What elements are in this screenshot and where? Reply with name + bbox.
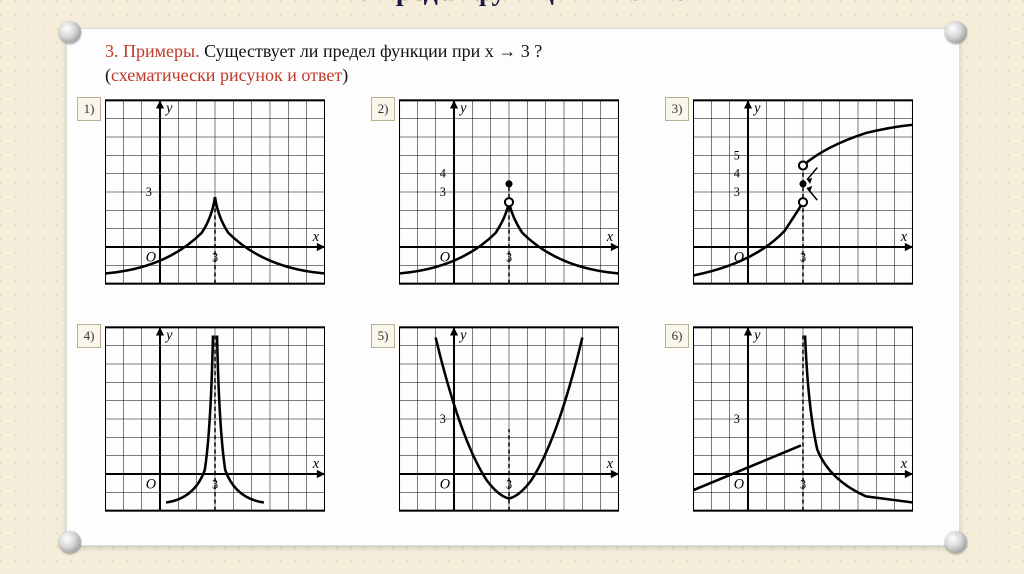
svg-text:x: x [312, 229, 320, 245]
chart-panel-4: 4) y x O 3 [105, 324, 343, 525]
svg-text:3: 3 [212, 250, 218, 264]
svg-text:3: 3 [506, 250, 512, 264]
chart-panel-5: 5) y x O 33 [399, 324, 637, 525]
panel-label: 2) [371, 97, 395, 121]
svg-text:y: y [458, 328, 467, 344]
svg-text:4: 4 [734, 167, 740, 181]
svg-text:3: 3 [800, 477, 806, 491]
svg-text:3: 3 [212, 477, 218, 491]
rivet-icon [59, 531, 81, 553]
svg-text:O: O [734, 249, 744, 265]
svg-text:3: 3 [440, 185, 446, 199]
panel-label: 5) [371, 324, 395, 348]
svg-text:O: O [440, 476, 450, 492]
panel-label: 3) [665, 97, 689, 121]
rivet-icon [945, 531, 967, 553]
svg-text:3: 3 [146, 185, 152, 199]
svg-text:O: O [146, 476, 156, 492]
svg-text:5: 5 [734, 148, 740, 162]
svg-text:O: O [146, 249, 156, 265]
svg-text:x: x [606, 229, 614, 245]
svg-text:3: 3 [734, 185, 740, 199]
subtitle-red2: схематически рисунок и ответ [111, 65, 342, 85]
svg-text:3: 3 [800, 250, 806, 264]
chart-panel-6: 6) y x O 33 [693, 324, 931, 525]
svg-text:y: y [164, 101, 173, 117]
rivet-icon [945, 21, 967, 43]
svg-text:y: y [458, 101, 467, 117]
panel-label: 6) [665, 324, 689, 348]
svg-text:x: x [900, 456, 908, 472]
svg-text:3: 3 [734, 412, 740, 426]
svg-text:x: x [900, 229, 908, 245]
chart-grid: 1) y x O 332) y x O 3343) y x O [105, 97, 931, 525]
chart-panel-2: 2) y x O 334 [399, 97, 637, 298]
subtitle-rest: Существует ли предел функции при x → 3 ? [200, 41, 543, 61]
svg-text:y: y [752, 328, 761, 344]
svg-text:x: x [606, 456, 614, 472]
svg-text:y: y [752, 101, 761, 117]
rivet-icon [59, 21, 81, 43]
page-title: II. Предел функции в точке [0, 0, 1024, 8]
subtitle: 3. Примеры. Существует ли предел функции… [105, 39, 542, 88]
svg-text:3: 3 [440, 412, 446, 426]
svg-text:O: O [734, 476, 744, 492]
svg-text:3: 3 [506, 477, 512, 491]
subtitle-paren-close: ) [342, 65, 348, 85]
chart-panel-1: 1) y x O 33 [105, 97, 343, 298]
svg-text:4: 4 [440, 167, 446, 181]
chart-panel-3: 3) y x O 3345 [693, 97, 931, 298]
panel-label: 4) [77, 324, 101, 348]
subtitle-lead: 3. Примеры. [105, 41, 200, 61]
svg-text:y: y [164, 328, 173, 344]
svg-text:O: O [440, 249, 450, 265]
svg-text:x: x [312, 456, 320, 472]
panel-label: 1) [77, 97, 101, 121]
paper-card: 3. Примеры. Существует ли предел функции… [66, 28, 960, 546]
